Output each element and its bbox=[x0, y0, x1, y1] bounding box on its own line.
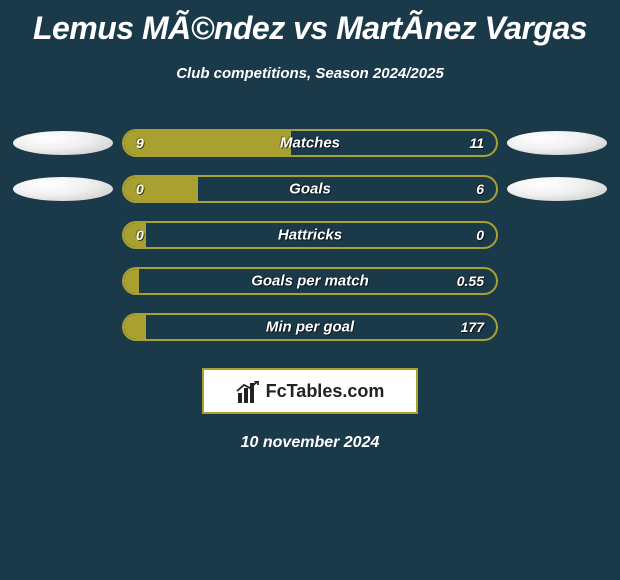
stat-value-left: 9 bbox=[136, 135, 144, 151]
stat-value-right: 0.55 bbox=[457, 273, 484, 289]
left-shape-slot bbox=[8, 177, 118, 201]
stat-label: Min per goal bbox=[266, 319, 354, 336]
stat-label: Goals bbox=[289, 181, 331, 198]
stat-bar: Goals per match 0.55 bbox=[122, 267, 498, 295]
bar-chart-svg bbox=[236, 381, 262, 403]
player-ellipse-right bbox=[507, 131, 607, 155]
stat-bar-fill bbox=[124, 315, 146, 339]
comparison-chart: 9 Matches 11 0 Goals 6 0 Hattricks 0 Goals per ma… bbox=[0, 120, 620, 350]
date-text: 10 november 2024 bbox=[0, 434, 620, 452]
stat-value-right: 177 bbox=[461, 319, 484, 335]
chart-row: 0 Goals 6 bbox=[8, 166, 612, 212]
stat-value-left: 0 bbox=[136, 227, 144, 243]
logo-box: FcTables.com bbox=[202, 368, 418, 414]
bar-chart-icon bbox=[236, 381, 262, 401]
stat-bar-fill bbox=[124, 131, 291, 155]
logo: FcTables.com bbox=[236, 381, 385, 402]
stat-value-right: 0 bbox=[476, 227, 484, 243]
page-title: Lemus MÃ©ndez vs MartÃ­nez Vargas bbox=[0, 0, 620, 47]
chart-row: 9 Matches 11 bbox=[8, 120, 612, 166]
logo-text: FcTables.com bbox=[266, 381, 385, 402]
subtitle: Club competitions, Season 2024/2025 bbox=[0, 65, 620, 82]
right-shape-slot bbox=[502, 131, 612, 155]
right-shape-slot bbox=[502, 177, 612, 201]
stat-label: Hattricks bbox=[278, 227, 342, 244]
player-ellipse-right bbox=[507, 177, 607, 201]
stat-bar: 0 Hattricks 0 bbox=[122, 221, 498, 249]
stat-label: Matches bbox=[280, 135, 340, 152]
chart-row: Min per goal 177 bbox=[8, 304, 612, 350]
stat-label: Goals per match bbox=[251, 273, 369, 290]
stat-bar: 9 Matches 11 bbox=[122, 129, 498, 157]
stat-value-left: 0 bbox=[136, 181, 144, 197]
stat-bar: Min per goal 177 bbox=[122, 313, 498, 341]
chart-row: Goals per match 0.55 bbox=[8, 258, 612, 304]
stat-bar-fill bbox=[124, 269, 139, 293]
chart-row: 0 Hattricks 0 bbox=[8, 212, 612, 258]
player-ellipse-left bbox=[13, 177, 113, 201]
stat-bar: 0 Goals 6 bbox=[122, 175, 498, 203]
stat-value-right: 11 bbox=[469, 135, 484, 151]
stat-value-right: 6 bbox=[476, 181, 484, 197]
player-ellipse-left bbox=[13, 131, 113, 155]
left-shape-slot bbox=[8, 131, 118, 155]
